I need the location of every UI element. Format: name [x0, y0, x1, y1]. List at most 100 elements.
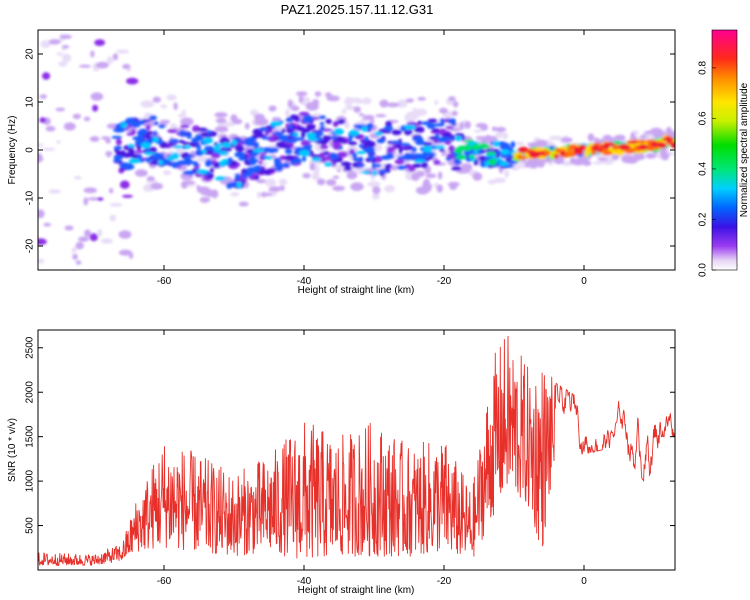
spectrogram-cell — [43, 222, 51, 227]
spectrogram-cell — [314, 142, 322, 152]
spectrogram-cell — [126, 77, 139, 85]
spectrogram-x-label: Height of straight line (km) — [298, 285, 415, 296]
spectrogram-cell — [178, 113, 184, 118]
spectrogram-cell — [144, 151, 155, 156]
spectrogram-y-ticks: -20 -10 0 10 20 — [25, 48, 675, 253]
spectrogram-cell — [326, 95, 340, 102]
spectrogram-y-tick-label: -10 — [25, 190, 36, 205]
spectrogram-cell — [261, 136, 271, 140]
spectrogram-cell — [350, 182, 364, 192]
spectrogram-cell — [56, 140, 61, 144]
spectrogram-cell — [38, 258, 45, 264]
spectrogram-cell — [353, 99, 366, 104]
spectrogram-cell — [42, 147, 56, 151]
spectrogram-cell — [412, 136, 424, 142]
spectrogram-cell — [332, 175, 340, 179]
spectrogram-cell — [89, 233, 99, 242]
spectrogram-cell — [261, 191, 266, 198]
spectrogram-cell — [42, 72, 51, 80]
spectrogram-cell — [196, 169, 208, 175]
spectrogram-cell — [473, 150, 479, 154]
spectrogram-cell — [268, 186, 282, 192]
spectrogram-cell — [340, 161, 352, 167]
spectrogram-cell — [202, 137, 214, 144]
spectrogram-cell — [559, 146, 568, 150]
spectrogram-cell — [290, 105, 300, 112]
spectrogram-cell — [597, 148, 604, 153]
snr-y-tick-label: 1000 — [25, 470, 36, 493]
spectrogram-cell — [495, 126, 507, 133]
spectrogram-cell — [204, 145, 214, 151]
spectrogram-cell — [447, 181, 460, 187]
spectrogram-cell — [448, 118, 456, 125]
spectrogram-cell — [166, 94, 177, 101]
spectrogram-cell — [240, 180, 246, 184]
spectrogram-cell — [396, 165, 408, 170]
snr-y-tick-label: 1500 — [25, 425, 36, 448]
spectrogram-cell — [120, 122, 128, 129]
spectrogram-cell — [383, 125, 394, 131]
spectrogram-cell — [72, 253, 78, 260]
spectrogram-cell — [368, 154, 375, 161]
spectrogram-cell — [160, 104, 168, 109]
spectrogram-cell — [554, 148, 562, 153]
spectrogram-cell — [137, 153, 143, 161]
spectrogram-cell — [437, 171, 443, 180]
spectrogram-cell — [278, 178, 288, 185]
spectrogram-cell — [344, 165, 352, 172]
spectrogram-cell — [221, 121, 235, 127]
spectrogram-cell — [493, 177, 506, 183]
spectrogram-cell — [173, 102, 178, 111]
spectrogram-cell — [134, 169, 148, 177]
spectrogram-cell — [524, 161, 530, 168]
spectrogram-cell — [153, 130, 158, 136]
spectrogram-cell — [670, 141, 675, 149]
snr-x-ticks: -60 -40 -20 0 — [157, 330, 587, 587]
colorbar-frame — [711, 29, 738, 271]
spectrogram-cell — [445, 125, 454, 130]
spectrogram-cell — [197, 127, 208, 132]
spectrogram-cell — [58, 61, 68, 67]
spectrogram-cell — [292, 133, 299, 137]
spectrogram-cell — [94, 39, 106, 46]
spectrogram-cell — [597, 157, 608, 161]
spectrogram-cell — [84, 229, 92, 237]
spectrogram-x-tick-label: -60 — [157, 276, 172, 287]
spectrogram-cell — [75, 242, 84, 250]
spectrogram-y-tick-label: -20 — [25, 238, 36, 253]
spectrogram-cell — [199, 196, 211, 203]
spectrogram-cell — [445, 157, 452, 161]
spectrogram-cell — [87, 197, 100, 201]
spectrogram-cell — [500, 149, 510, 155]
spectrogram-cell — [254, 117, 269, 126]
spectrogram-cell — [504, 169, 510, 178]
spectrogram-cell — [214, 112, 228, 118]
spectrogram-cell — [291, 114, 300, 121]
spectrogram-cell — [385, 120, 393, 128]
spectrogram-cell — [38, 209, 45, 219]
snr-panel: -60 -40 -20 0 500 1000 1500 2000 2500 Height of… — [7, 329, 676, 596]
spectrogram-cell — [214, 145, 221, 153]
spectrogram-cell — [38, 143, 44, 147]
spectrogram-cell — [464, 121, 472, 129]
spectrogram-cell — [453, 101, 459, 108]
spectrogram-cell — [580, 161, 592, 165]
spectrogram-cell — [413, 159, 426, 163]
spectrogram-cell — [232, 118, 243, 125]
spectrogram-cell — [300, 131, 306, 138]
spectrogram-cell — [298, 95, 304, 104]
spectrogram-cell — [451, 166, 462, 171]
spectrogram-cell — [306, 124, 316, 131]
spectrogram-cell — [231, 139, 238, 146]
spectrogram-cell — [152, 152, 161, 160]
spectrogram-cell — [301, 155, 307, 162]
spectrogram-cell — [359, 139, 372, 144]
spectrogram-cell — [113, 158, 121, 163]
spectrogram-cell — [625, 157, 638, 164]
spectrogram-cell — [39, 117, 47, 123]
spectrogram-cell — [427, 118, 438, 123]
spectrogram-cell — [90, 50, 95, 58]
colorbar-tick-label: 0.0 — [698, 263, 709, 277]
spectrogram-cell — [322, 135, 333, 141]
spectrogram-cell — [362, 97, 372, 105]
